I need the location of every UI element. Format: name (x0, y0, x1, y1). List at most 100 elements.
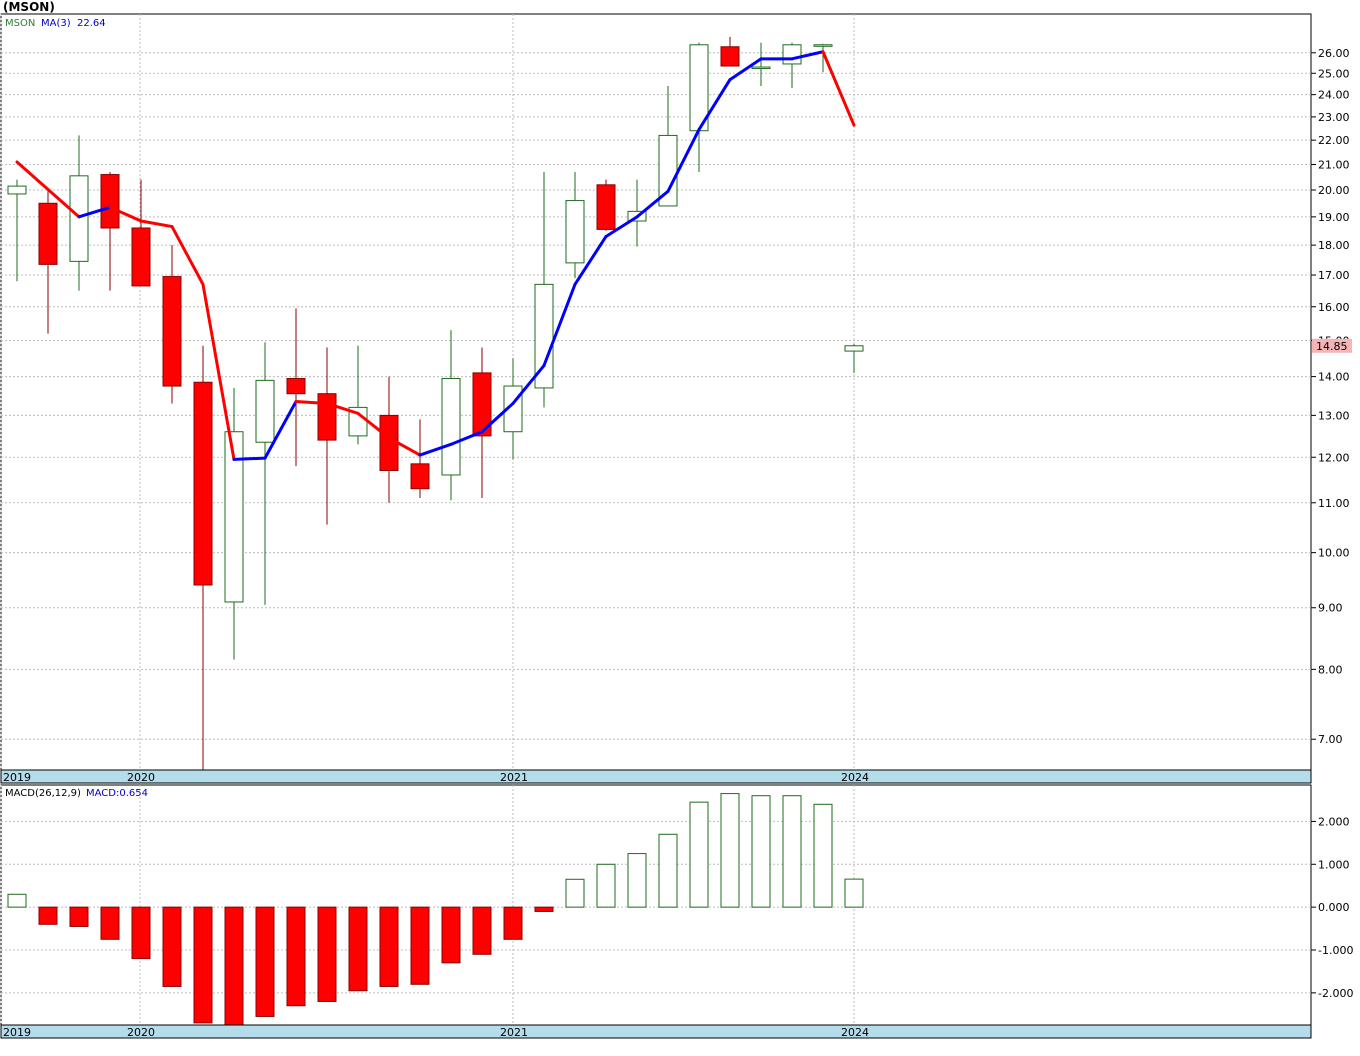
candle-body (751, 66, 771, 70)
candle-body (813, 44, 833, 47)
macd-bar (131, 906, 151, 960)
candle-body (844, 345, 864, 352)
price-x-axis-labels: 2019 2020 2021 2024 (3, 771, 869, 784)
price-y-tick-label: 21.00 (1318, 158, 1350, 171)
macd-bars (7, 793, 864, 1026)
macd-bar (720, 793, 740, 908)
macd-x-tick-label: 2024 (841, 1026, 869, 1039)
macd-x-tick-label: 2019 (3, 1026, 31, 1039)
legend-symbol: MSON (5, 18, 35, 29)
macd-x-axis-band (0, 1024, 1312, 1039)
macd-bar (193, 906, 213, 1024)
ma-segment (604, 215, 639, 238)
candle-body (410, 463, 430, 490)
macd-x-axis-labels: 2019 2020 2021 2024 (3, 1026, 869, 1039)
ma-segment (449, 430, 484, 446)
price-grid (0, 14, 1311, 770)
macd-bar (162, 906, 182, 987)
ma-segment (139, 219, 174, 229)
candle-body (193, 381, 213, 586)
chart-title: (MSON) (3, 0, 55, 14)
candle-body (7, 185, 27, 195)
macd-x-tick-label: 2021 (500, 1026, 528, 1039)
macd-y-tick-label: 2.000 (1318, 815, 1350, 828)
macd-bar (627, 853, 647, 908)
candle-body (565, 200, 585, 264)
candle-body (286, 377, 306, 395)
ma-segment (356, 411, 391, 440)
ma-segment (480, 401, 515, 434)
candle-body (441, 377, 461, 476)
macd-bar (224, 906, 244, 1026)
candle-body (317, 393, 337, 441)
ma-segment (573, 234, 608, 286)
price-plot-frame (0, 13, 1312, 771)
macd-bar (286, 906, 306, 1007)
candle-body (720, 46, 740, 67)
ma-segment (108, 205, 143, 223)
macd-bar (38, 906, 58, 925)
ma-segment (232, 456, 267, 461)
macd-bar (69, 906, 89, 927)
price-y-tick-label: 25.00 (1318, 67, 1350, 80)
ma-segment (666, 128, 701, 193)
candle-body (131, 227, 151, 287)
macd-y-tick-label: 1.000 (1318, 858, 1350, 871)
candle-body (472, 372, 492, 437)
price-y-tick-label: 9.00 (1318, 602, 1343, 615)
price-y-tick-label: 13.00 (1318, 409, 1350, 422)
macd-bar (782, 795, 802, 908)
price-x-tick-label: 2021 (500, 771, 528, 784)
moving-average-line (15, 50, 856, 461)
price-y-tick-label: 10.00 (1318, 547, 1350, 560)
macd-bar (348, 906, 368, 992)
macd-x-tick-label: 2020 (127, 1026, 155, 1039)
macd-bar (379, 906, 399, 987)
macd-bar (596, 863, 616, 908)
ma-segment (511, 364, 546, 405)
macd-bar (410, 906, 430, 985)
candle-body (255, 379, 275, 443)
price-y-tick-label: 16.00 (1318, 301, 1350, 314)
price-y-tick-label: 24.00 (1318, 89, 1350, 102)
ma-segment (263, 399, 298, 460)
price-y-tick-label: 26.00 (1318, 47, 1350, 60)
candle-body (162, 276, 182, 387)
macd-legend-value: MACD:0.654 (86, 788, 148, 799)
macd-y-tick-label: -2.000 (1318, 987, 1353, 1000)
candle-body (224, 431, 244, 603)
price-y-tick-label: 23.00 (1318, 111, 1350, 124)
macd-bar (503, 906, 523, 940)
macd-bar (565, 878, 585, 908)
current-price-background (1312, 338, 1352, 353)
price-y-tick-label: 18.00 (1318, 239, 1350, 252)
price-x-axis-band (0, 769, 1312, 784)
current-price-marker: 14.85 (1312, 338, 1352, 353)
ma-segment (325, 401, 360, 415)
macd-bar (472, 906, 492, 955)
candle-body (782, 44, 802, 65)
ma-segment (170, 225, 205, 286)
macd-bar (844, 878, 864, 908)
price-y-tick-label: 12.00 (1318, 451, 1350, 464)
ma-segment (635, 189, 670, 219)
price-x-tick-label: 2020 (127, 771, 155, 784)
price-y-tick-label: 11.00 (1318, 497, 1350, 510)
ma-segment (418, 442, 453, 457)
macd-bar (658, 833, 678, 908)
macd-panel: 2.000 1.000 0.000 -1.000 -2.000 2019 2020 2021… (0, 784, 1353, 1039)
macd-y-axis: 2.000 1.000 0.000 -1.000 -2.000 (1311, 815, 1353, 1000)
ma-segment (15, 160, 81, 219)
macd-legend-label: MACD(26,12,9) (5, 788, 81, 799)
macd-bar (813, 803, 833, 908)
macd-bar (441, 906, 461, 964)
price-y-tick-label: 7.00 (1318, 733, 1343, 746)
price-y-tick-label: 22.00 (1318, 134, 1350, 147)
macd-bar (534, 906, 554, 912)
macd-bar (7, 893, 27, 908)
macd-y-tick-label: 0.000 (1318, 901, 1350, 914)
price-y-tick-label: 17.00 (1318, 269, 1350, 282)
price-candles (7, 36, 864, 770)
legend-ma-label: MA(3) (41, 18, 71, 29)
price-y-tick-label: 20.00 (1318, 184, 1350, 197)
